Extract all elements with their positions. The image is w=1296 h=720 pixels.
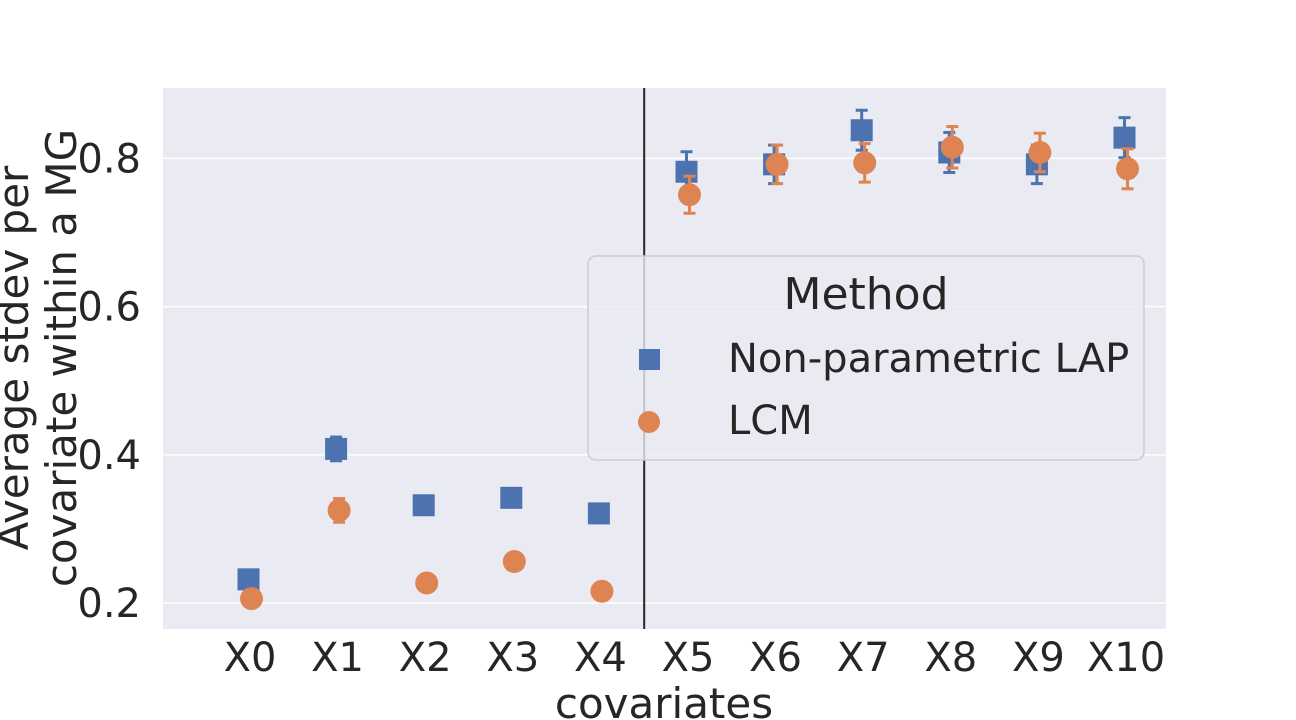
legend-entry-lcm: LCM (728, 398, 813, 444)
data-point-circle (590, 579, 614, 603)
x-tick-label: X6 (749, 635, 802, 681)
data-point-square (500, 486, 523, 509)
x-tick-label: X8 (924, 635, 977, 681)
data-point-square (237, 568, 260, 591)
data-point-circle (240, 587, 263, 611)
x-tick-label: X4 (574, 635, 627, 681)
data-point-circle (853, 151, 877, 175)
data-point-circle (765, 152, 789, 176)
x-tick-label: X9 (1012, 635, 1065, 681)
data-point-circle (327, 498, 351, 522)
series-lcm (240, 125, 1139, 611)
y-axis-label: Average stdev per covariate within a MG (0, 129, 86, 587)
data-point-square (412, 494, 435, 517)
y-axis-label-line-1: Average stdev per (0, 165, 38, 550)
data-point-square (675, 160, 698, 183)
legend: Method Non-parametric LAP LCM (587, 255, 1145, 461)
x-tick-label: X7 (837, 635, 890, 681)
data-point-circle (415, 571, 439, 595)
series-layer (237, 108, 1139, 611)
y-tick-label: 0.2 (77, 581, 141, 627)
y-tick-label: 0.8 (77, 136, 141, 182)
legend-entry-non-parametric-lap: Non-parametric LAP (728, 336, 1129, 382)
y-tick-label: 0.6 (77, 285, 141, 331)
x-tick-label: X1 (311, 635, 364, 681)
data-point-circle (502, 550, 526, 574)
x-tick-label: X5 (662, 635, 715, 681)
x-tick-label: X2 (399, 635, 452, 681)
legend-marker-square-icon (639, 349, 660, 370)
y-tick-label: 0.4 (77, 433, 141, 479)
x-tick-label: X10 (1087, 635, 1165, 681)
data-point-square (1113, 126, 1136, 149)
data-point-square (850, 119, 873, 142)
data-point-circle (940, 135, 964, 159)
data-point-circle (678, 183, 701, 207)
y-tick-labels: 0.2 0.4 0.6 0.8 (77, 136, 141, 627)
x-tick-label: X3 (486, 635, 539, 681)
data-point-square (325, 437, 348, 460)
x-axis-label: covariates (555, 679, 773, 720)
x-tick-labels: X0 X1 X2 X3 X4 X5 X6 X7 X8 X9 X10 (224, 635, 1166, 681)
data-point-circle (1116, 157, 1139, 181)
legend-title: Method (783, 269, 948, 320)
y-axis-label-line-2: covariate within a MG (37, 129, 86, 587)
x-tick-label: X0 (224, 635, 277, 681)
legend-box (587, 255, 1145, 461)
data-point-square (587, 502, 610, 525)
legend-marker-circle-icon (638, 411, 660, 433)
data-point-circle (1028, 140, 1052, 164)
